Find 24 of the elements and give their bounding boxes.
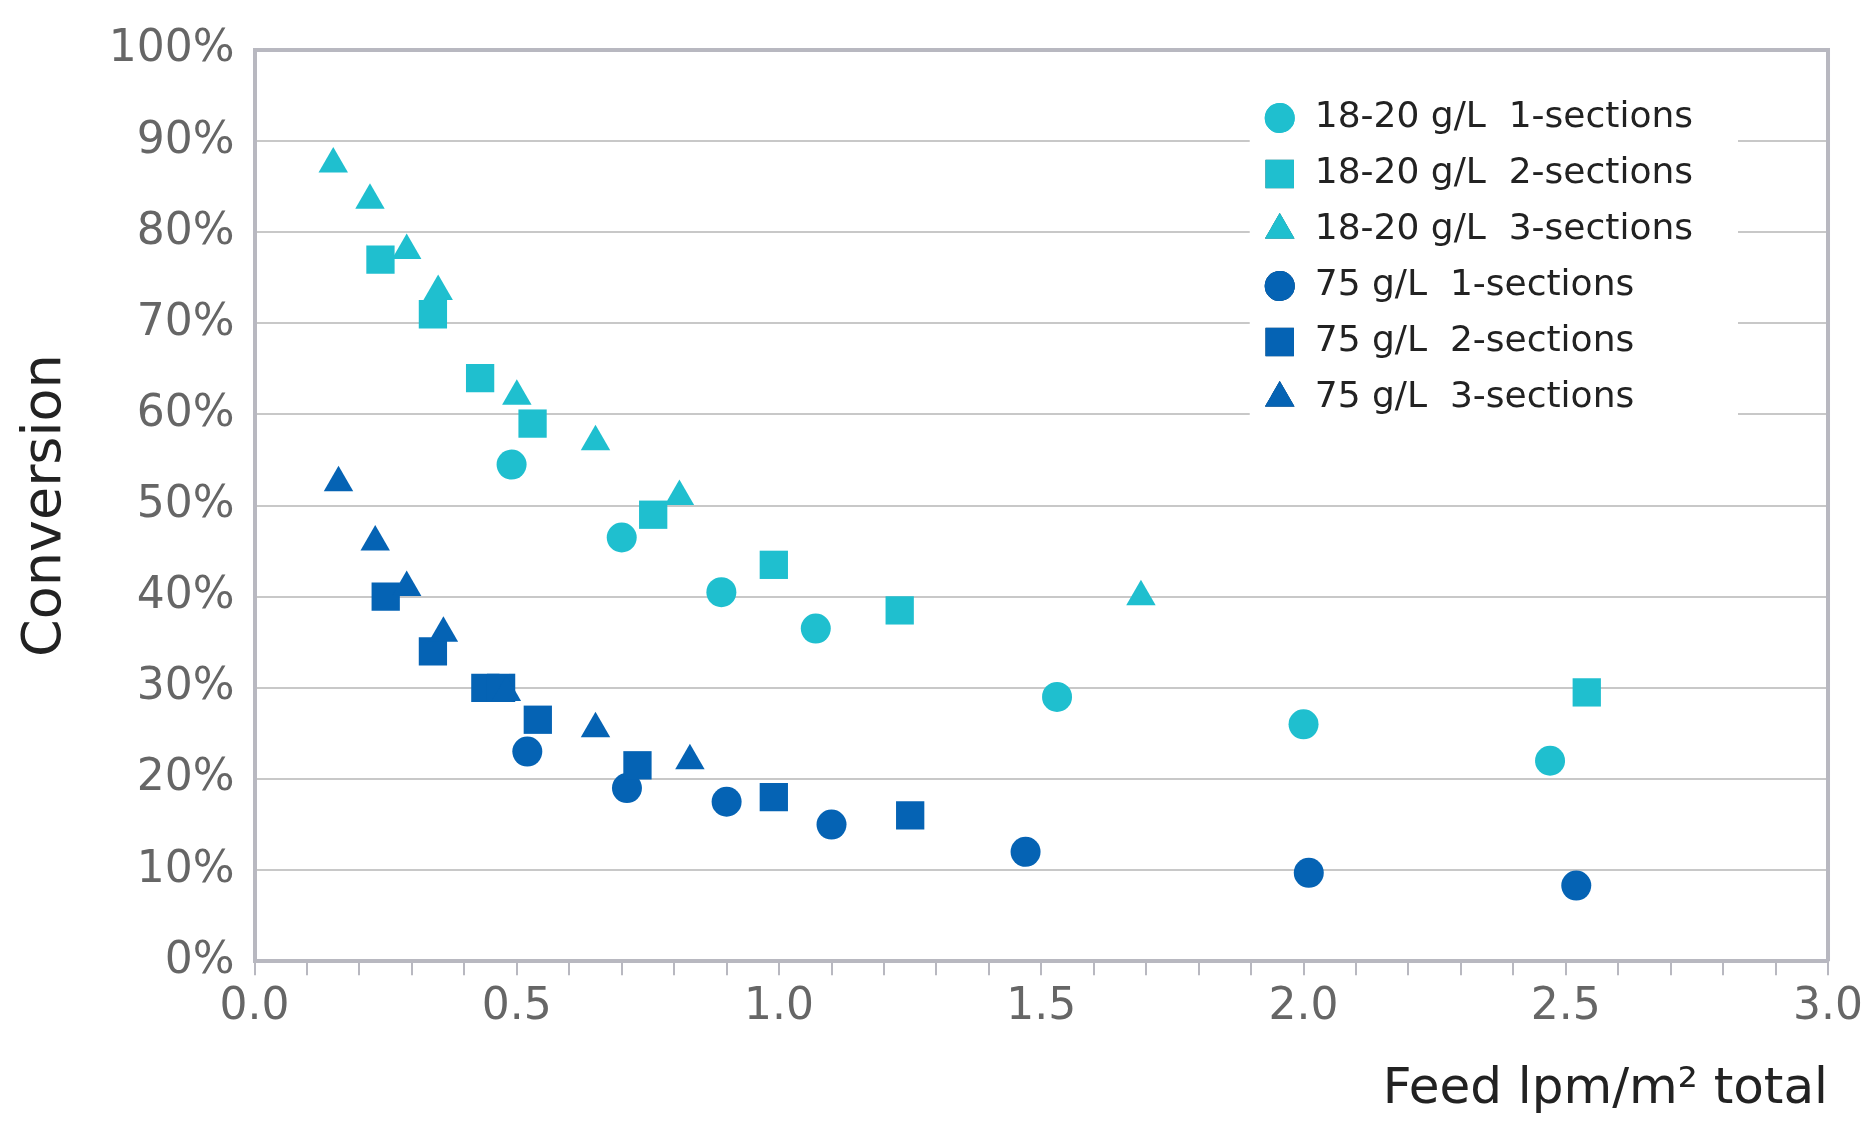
y-axis-title: Conversion — [10, 354, 74, 657]
x-tick-label: 0.5 — [481, 978, 552, 1030]
x-tick-label: 2.0 — [1268, 978, 1339, 1030]
y-tick-label: 70% — [136, 293, 235, 345]
y-tick-label: 50% — [136, 476, 235, 528]
x-tick-label: 1.0 — [744, 978, 815, 1030]
y-tick-label: 30% — [136, 658, 235, 710]
x-tick-label: 2.5 — [1530, 978, 1601, 1030]
legend-label: 18-20 g/L 3-sections — [1314, 206, 1694, 248]
y-tick-label: 90% — [136, 111, 235, 163]
legend-label: 18-20 g/L 2-sections — [1314, 150, 1694, 192]
legend-label: 75 g/L 2-sections — [1314, 318, 1635, 360]
x-tick-label: 1.5 — [1006, 978, 1077, 1030]
legend-label: 18-20 g/L 1-sections — [1314, 94, 1694, 136]
x-tick-label: 3.0 — [1793, 978, 1863, 1030]
legend-label: 75 g/L 1-sections — [1314, 262, 1635, 304]
x-axis-title: Feed lpm/m² total — [1382, 1056, 1829, 1115]
y-tick-label: 60% — [136, 384, 235, 436]
y-tick-label: 10% — [136, 840, 235, 892]
y-tick-label: 20% — [136, 749, 235, 801]
y-tick-label: 100% — [108, 20, 235, 72]
y-tick-label: 40% — [136, 567, 235, 619]
legend-label: 75 g/L 3-sections — [1314, 374, 1635, 416]
y-tick-label: 80% — [136, 202, 235, 254]
